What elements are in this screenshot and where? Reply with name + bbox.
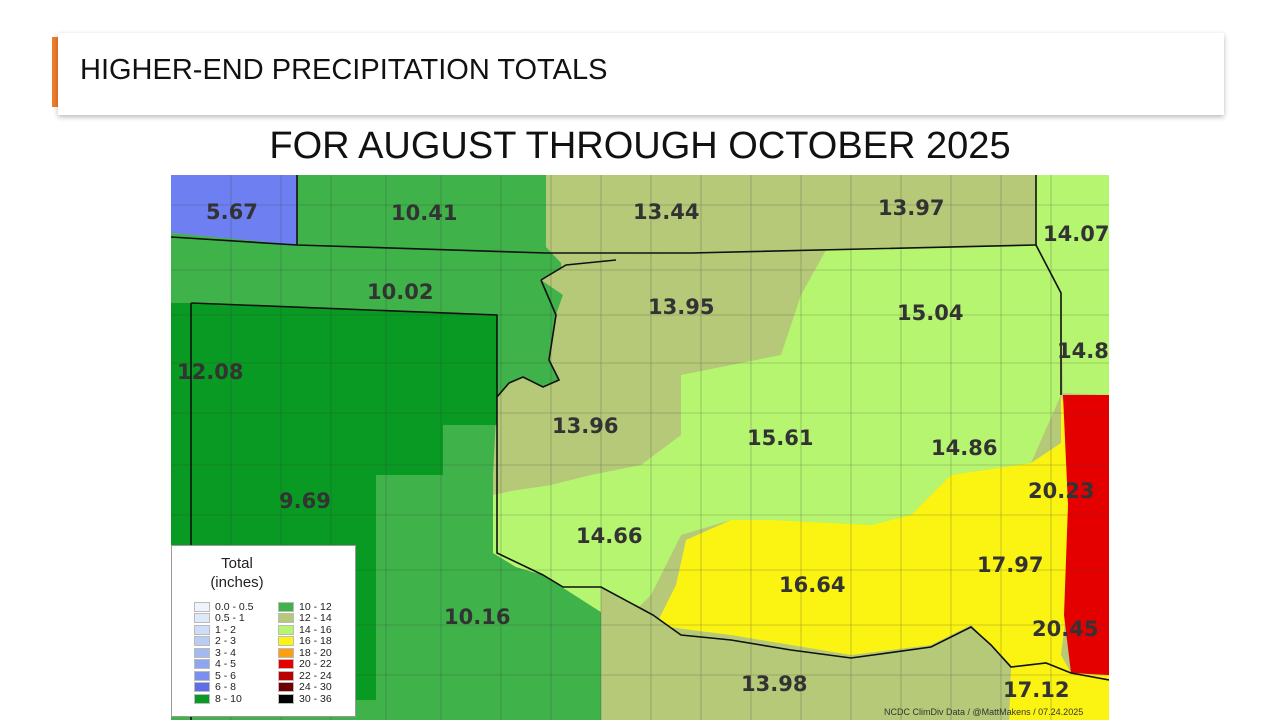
legend-swatch bbox=[194, 659, 210, 670]
legend-label: 10 - 12 bbox=[299, 600, 332, 613]
slide-subtitle: FOR AUGUST THROUGH OCTOBER 2025 bbox=[269, 125, 1011, 167]
legend-title-line1: Total bbox=[221, 555, 253, 572]
legend-item: 0.5 - 1 bbox=[194, 612, 254, 625]
legend-label: 12 - 14 bbox=[299, 612, 332, 625]
map-credit: NCDC ClimDiv Data / @MattMakens / 07.24.… bbox=[884, 707, 1084, 717]
label-14.07: 14.07 bbox=[1043, 222, 1109, 246]
legend-item: 30 - 36 bbox=[278, 693, 332, 705]
legend-label: 1 - 2 bbox=[215, 623, 237, 636]
label-10.41: 10.41 bbox=[391, 201, 457, 225]
legend-swatch bbox=[278, 647, 294, 658]
legend-label: 4 - 5 bbox=[215, 658, 237, 671]
legend-label: 30 - 36 bbox=[299, 692, 332, 705]
label-13.44: 13.44 bbox=[633, 200, 699, 224]
legend-label: 16 - 18 bbox=[299, 635, 332, 648]
label-20.45: 20.45 bbox=[1032, 617, 1098, 641]
legend-swatch bbox=[278, 624, 294, 635]
legend-item: 22 - 24 bbox=[278, 670, 332, 682]
legend-swatch bbox=[278, 636, 294, 647]
label-9.69: 9.69 bbox=[279, 489, 331, 513]
label-13.95: 13.95 bbox=[648, 295, 714, 319]
legend-swatch bbox=[278, 682, 294, 693]
label-16.64: 16.64 bbox=[779, 573, 845, 597]
region-12-14-south bbox=[601, 587, 1011, 720]
label-15.61: 15.61 bbox=[747, 426, 813, 450]
label-10.02: 10.02 bbox=[367, 280, 433, 304]
legend-item: 1 - 2 bbox=[194, 624, 254, 636]
legend-swatch bbox=[194, 636, 210, 647]
legend-swatch bbox=[194, 682, 210, 693]
legend-swatch bbox=[194, 693, 210, 704]
title-bar bbox=[58, 33, 1224, 115]
legend-swatch bbox=[278, 693, 294, 704]
label-17.97: 17.97 bbox=[977, 553, 1043, 577]
label-12.08: 12.08 bbox=[177, 360, 243, 384]
state-boundaries bbox=[171, 175, 1109, 720]
label-13.97: 13.97 bbox=[878, 196, 944, 220]
legend-label: 18 - 20 bbox=[299, 646, 332, 659]
label-14.8: 14.8 bbox=[1057, 339, 1109, 363]
legend-swatch bbox=[194, 647, 210, 658]
legend-item: 2 - 3 bbox=[194, 635, 254, 648]
label-15.04: 15.04 bbox=[897, 301, 963, 325]
legend-label: 22 - 24 bbox=[299, 669, 332, 682]
legend-swatch bbox=[194, 670, 210, 681]
legend-title-line2: (inches) bbox=[210, 574, 264, 591]
legend-item: 5 - 6 bbox=[194, 670, 254, 682]
legend-swatch bbox=[194, 624, 210, 635]
legend-label: 5 - 6 bbox=[215, 669, 237, 682]
legend-item: 8 - 10 bbox=[194, 693, 254, 705]
legend-label: 3 - 4 bbox=[215, 646, 237, 659]
region-labels: 5.67 10.41 13.44 13.97 14.07 10.02 13.95… bbox=[177, 196, 1109, 702]
legend-label: 0.5 - 1 bbox=[215, 612, 245, 625]
legend-label: 20 - 22 bbox=[299, 658, 332, 671]
legend-swatch bbox=[278, 670, 294, 681]
legend-label: 0.0 - 0.5 bbox=[215, 600, 254, 613]
legend-item: 4 - 5 bbox=[194, 658, 254, 671]
slide-title: HIGHER-END PRECIPITATION TOTALS bbox=[80, 54, 608, 86]
region-16-18 bbox=[656, 395, 1109, 720]
legend-swatch bbox=[278, 613, 294, 624]
label-20.23: 20.23 bbox=[1028, 479, 1094, 503]
legend-title: Total (inches) bbox=[172, 554, 302, 592]
legend-item: 6 - 8 bbox=[194, 681, 254, 694]
label-14.86: 14.86 bbox=[931, 436, 997, 460]
region-14-16 bbox=[493, 245, 1061, 625]
region-12-14-central bbox=[497, 250, 826, 491]
region-20-22 bbox=[1063, 395, 1109, 675]
label-10.16: 10.16 bbox=[444, 605, 510, 629]
legend-swatch bbox=[278, 659, 294, 670]
legend-swatch bbox=[194, 613, 210, 624]
legend-item: 20 - 22 bbox=[278, 658, 332, 671]
legend-item: 16 - 18 bbox=[278, 635, 332, 648]
legend-item: 0.0 - 0.5 bbox=[194, 601, 254, 613]
legend-item: 10 - 12 bbox=[278, 601, 332, 613]
legend-item: 14 - 16 bbox=[278, 624, 332, 636]
legend-item: 18 - 20 bbox=[278, 647, 332, 659]
legend-swatch bbox=[278, 601, 294, 612]
label-14.66: 14.66 bbox=[576, 524, 642, 548]
legend-label: 8 - 10 bbox=[215, 692, 242, 705]
label-13.98: 13.98 bbox=[741, 672, 807, 696]
legend-label: 24 - 30 bbox=[299, 681, 332, 694]
legend-swatch bbox=[194, 601, 210, 612]
label-5.67: 5.67 bbox=[206, 200, 258, 224]
legend-item: 3 - 4 bbox=[194, 647, 254, 659]
legend-label: 14 - 16 bbox=[299, 623, 332, 636]
legend-right-column: 10 - 12 12 - 14 14 - 16 16 - 18 18 - 20 20 - … bbox=[278, 601, 332, 705]
legend-item: 24 - 30 bbox=[278, 681, 332, 694]
legend-label: 6 - 8 bbox=[215, 681, 237, 694]
legend-item: 12 - 14 bbox=[278, 612, 332, 625]
region-6-8 bbox=[171, 175, 297, 245]
legend-label: 2 - 3 bbox=[215, 635, 237, 648]
label-17.12: 17.12 bbox=[1003, 678, 1069, 702]
label-13.96: 13.96 bbox=[552, 414, 618, 438]
county-grid bbox=[171, 175, 1109, 720]
region-14-16-east bbox=[1036, 175, 1109, 395]
